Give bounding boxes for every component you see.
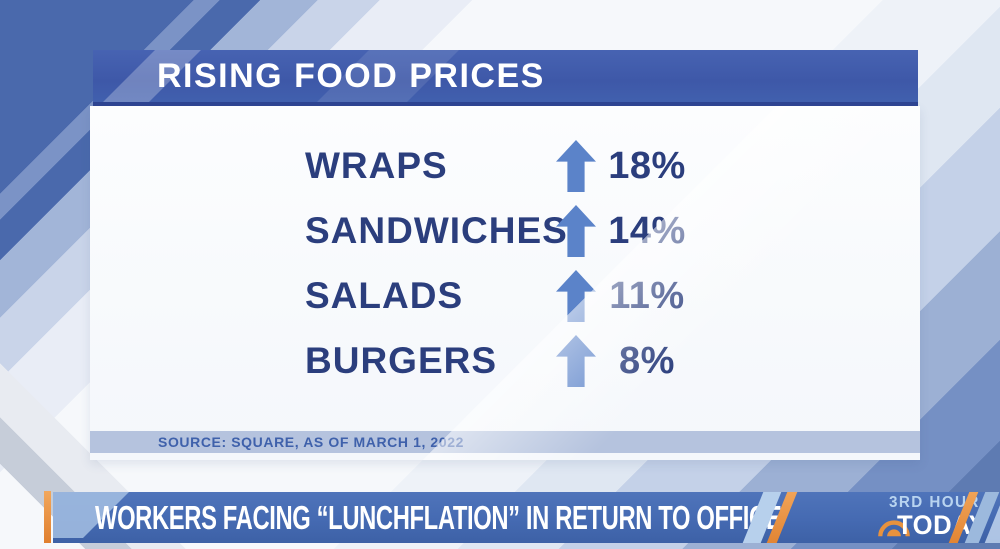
percent-value: 11% [609,275,685,317]
up-arrow-icon [556,270,596,322]
source-text: SOURCE: SQUARE, AS OF MARCH 1, 2022 [158,434,464,450]
food-label: SALADS [305,275,464,316]
headline-text: WORKERS FACING “LUNCHFLATION” IN RETURN … [95,499,782,536]
food-label: SANDWICHES [305,210,568,251]
percent-value: 18% [608,145,686,187]
source-bar: SOURCE: SQUARE, AS OF MARCH 1, 2022 [90,431,920,453]
up-arrow-icon [556,140,596,192]
lower-third-bar: WORKERS FACING “LUNCHFLATION” IN RETURN … [53,492,1000,543]
up-arrow-icon [556,205,596,257]
percent-value: 14% [608,210,686,252]
lower-third: WORKERS FACING “LUNCHFLATION” IN RETURN … [0,488,1000,549]
table-row: SALADS 11% [90,270,920,322]
up-arrow-icon [556,335,596,387]
food-prices-panel: WRAPS 18% SANDWICHES 14% SALADS 11% BURG… [90,106,920,460]
card-header-banner: RISING FOOD PRICES [93,50,918,106]
table-row: BURGERS 8% [90,335,920,387]
percent-value: 8% [619,340,675,382]
page-title: RISING FOOD PRICES [157,56,545,95]
orange-accent-bar [44,491,51,543]
show-hour-label: 3RD HOUR [889,494,980,511]
food-label: WRAPS [305,145,448,186]
food-label: BURGERS [305,340,498,381]
table-row: WRAPS 18% [90,140,920,192]
sunrise-icon [878,520,910,537]
table-row: SANDWICHES 14% [90,205,920,257]
